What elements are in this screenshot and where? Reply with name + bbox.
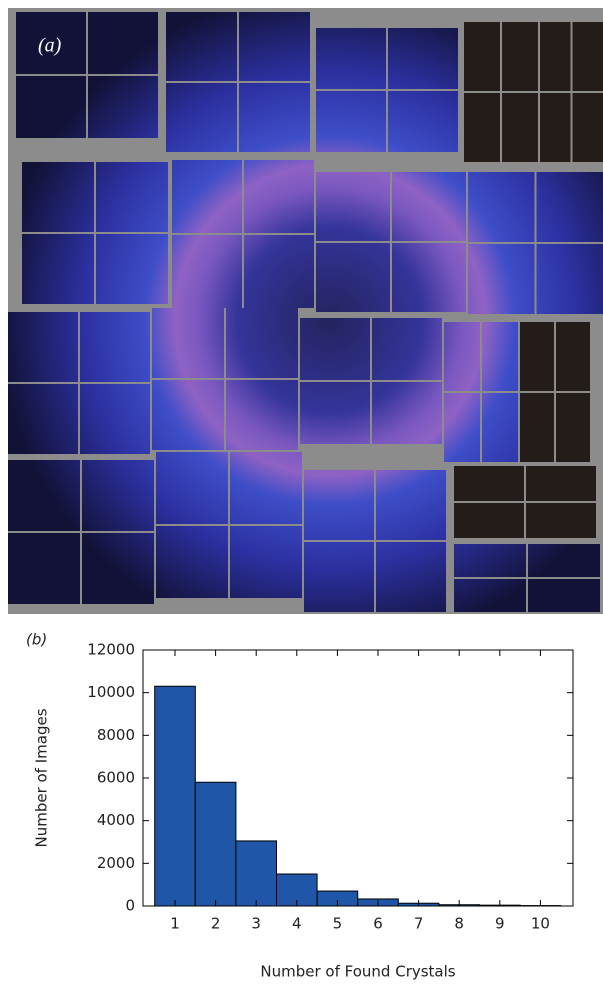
panel-label: (b)	[26, 631, 47, 649]
panel-label: (a)	[38, 35, 62, 57]
x-tick-label: 4	[292, 915, 302, 933]
x-tick-label: 3	[251, 915, 261, 933]
y-tick-label: 12000	[87, 641, 135, 659]
y-tick-label: 8000	[97, 726, 135, 744]
x-tick-label: 1	[170, 915, 180, 933]
histogram: (b) Number of Found Crystals Number of I…	[26, 631, 574, 981]
x-tick-label: 5	[333, 915, 343, 933]
y-tick-label: 10000	[87, 683, 135, 701]
bar	[194, 781, 237, 907]
y-tick-label: 6000	[97, 769, 135, 787]
detector-image	[8, 8, 603, 614]
y-tick-label: 0	[125, 897, 135, 915]
bar	[154, 685, 196, 907]
x-tick-label: 6	[373, 915, 383, 933]
x-tick-label: 2	[211, 915, 221, 933]
y-axis-label: Number of Images	[33, 708, 51, 847]
x-tick-label: 8	[454, 915, 464, 933]
plot-frame	[142, 649, 574, 907]
x-tick-label: 7	[414, 915, 424, 933]
y-tick-label: 4000	[97, 811, 135, 829]
x-tick-label: 10	[531, 915, 550, 933]
x-axis-label: Number of Found Crystals	[260, 963, 455, 981]
bar	[235, 840, 277, 907]
y-tick-label: 2000	[97, 854, 135, 872]
x-tick-label: 9	[495, 915, 505, 933]
